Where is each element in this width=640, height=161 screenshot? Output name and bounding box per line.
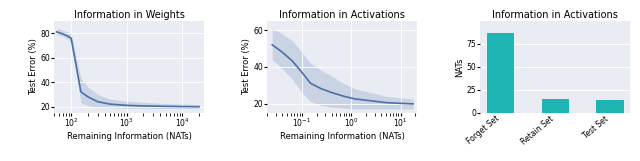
Y-axis label: NATs: NATs bbox=[454, 57, 464, 77]
Title: Information in Activations: Information in Activations bbox=[280, 10, 405, 20]
X-axis label: Remaining Information (NATs): Remaining Information (NATs) bbox=[67, 132, 192, 141]
Bar bbox=[596, 100, 623, 113]
Title: Information in Activations: Information in Activations bbox=[492, 10, 618, 20]
Y-axis label: Test Error (%): Test Error (%) bbox=[29, 38, 38, 95]
Bar bbox=[542, 99, 569, 113]
Y-axis label: Test Error (%): Test Error (%) bbox=[242, 38, 251, 95]
Title: Information in Weights: Information in Weights bbox=[74, 10, 185, 20]
Bar bbox=[487, 33, 515, 113]
X-axis label: Remaining Information (NATs): Remaining Information (NATs) bbox=[280, 132, 405, 141]
